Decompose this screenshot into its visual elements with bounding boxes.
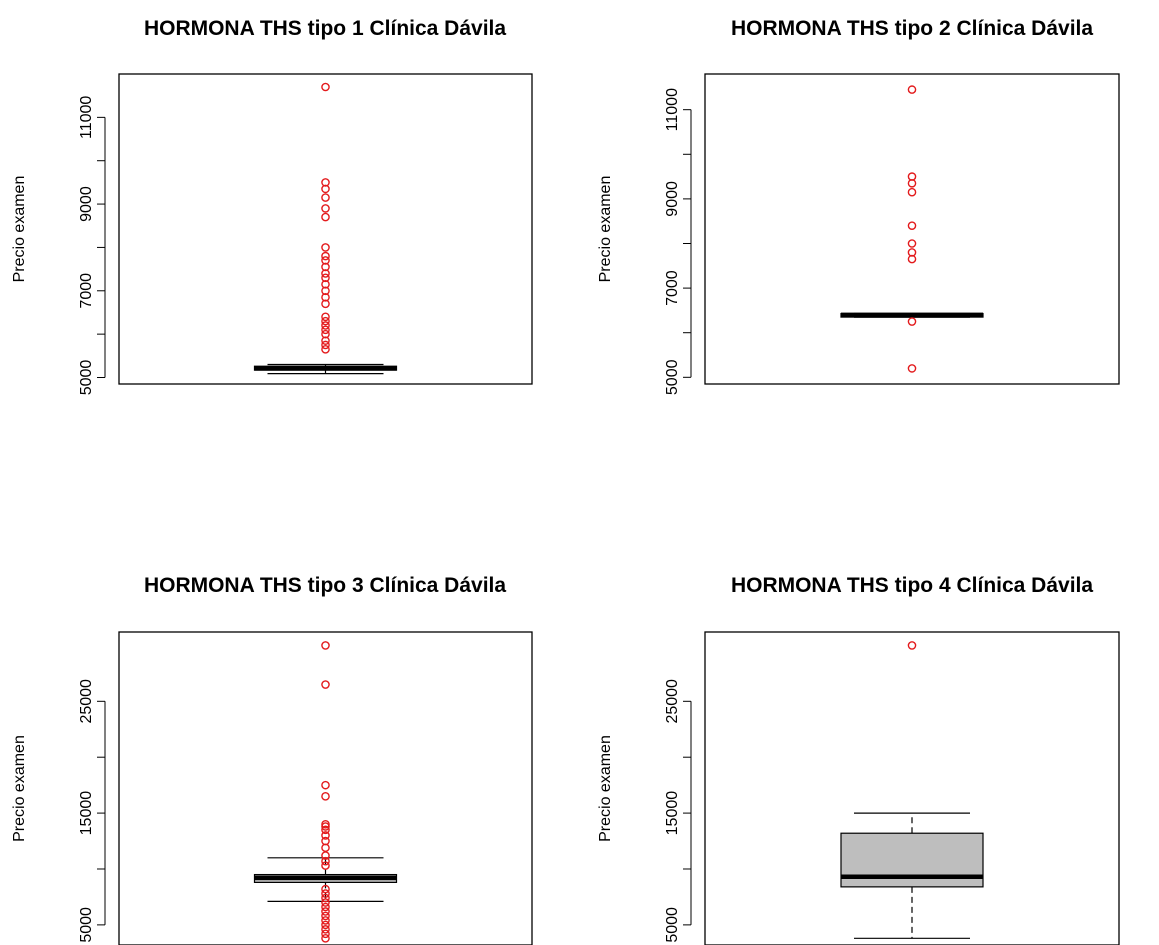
plot-frame: [118, 73, 533, 385]
y-tick-label: 7000: [78, 273, 95, 309]
outlier-point: [321, 916, 330, 925]
outlier-point: [321, 193, 330, 202]
y-axis-label: Precio examen: [11, 176, 28, 283]
outlier-point: [907, 172, 917, 181]
chart-panel-3: HORMONA THS tipo 3 Clínica Dávila Precio …: [11, 574, 533, 945]
outlier-point: [321, 312, 330, 322]
y-axis-label: Precio examen: [11, 735, 28, 842]
outlier-point: [321, 907, 330, 916]
outlier-point: [321, 925, 330, 934]
y-tick-label: 11000: [78, 96, 95, 139]
outlier-point: [907, 317, 917, 326]
outlier-point: [321, 920, 330, 930]
outlier-point: [907, 641, 917, 650]
outlier-point: [907, 364, 917, 373]
outlier-point: [321, 792, 330, 801]
outlier-point: [321, 861, 330, 870]
outlier-point: [321, 256, 330, 265]
y-tick-label: 15000: [78, 791, 95, 836]
outlier-point: [321, 345, 330, 354]
outlier-point: [321, 884, 330, 894]
plot-frame: [704, 631, 1120, 945]
outlier-point: [321, 929, 330, 939]
plot-frame: [118, 631, 533, 945]
outlier-point: [907, 187, 917, 197]
plot-frame: [704, 73, 1120, 385]
y-tick-label: 11000: [664, 88, 681, 131]
outlier-point: [321, 641, 330, 650]
outlier-point: [907, 221, 917, 230]
outlier-point: [321, 893, 330, 903]
outlier-point: [321, 780, 330, 790]
outlier-point: [321, 933, 330, 943]
outlier-point: [321, 82, 330, 92]
chart-title: HORMONA THS tipo 4 Clínica Dávila: [731, 574, 1093, 597]
chart-title: HORMONA THS tipo 3 Clínica Dávila: [144, 574, 506, 597]
outlier-point: [321, 316, 330, 326]
y-axis-label: Precio examen: [597, 735, 614, 842]
outlier-point: [321, 898, 330, 907]
y-tick-label: 5000: [78, 360, 95, 396]
y-axis-label: Precio examen: [597, 176, 614, 283]
outlier-point: [321, 911, 330, 921]
outlier-point: [321, 204, 330, 213]
y-tick-label: 15000: [664, 791, 681, 836]
outlier-point: [321, 212, 330, 222]
y-tick-label: 9000: [78, 186, 95, 222]
outlier-point: [321, 856, 330, 866]
y-tick-label: 25000: [664, 679, 681, 724]
outlier-point: [321, 825, 330, 835]
outlier-point: [321, 178, 330, 187]
chart-panel-2: HORMONA THS tipo 2 Clínica Dávila Precio …: [597, 17, 1120, 395]
outlier-point: [321, 329, 330, 339]
outlier-point: [321, 836, 330, 846]
outlier-point: [321, 680, 330, 689]
outlier-point: [907, 248, 917, 257]
y-tick-label: 25000: [78, 679, 95, 724]
outlier-point: [321, 273, 330, 283]
chart-title: HORMONA THS tipo 1 Clínica Dávila: [144, 17, 506, 40]
y-tick-label: 5000: [664, 907, 681, 943]
outlier-point: [321, 819, 330, 829]
outlier-point: [321, 831, 330, 840]
outlier-point: [907, 239, 917, 248]
y-tick-label: 7000: [664, 270, 681, 306]
outlier-point: [321, 321, 330, 330]
y-tick-label: 9000: [664, 181, 681, 217]
chart-panel-1: HORMONA THS tipo 1 Clínica Dávila Precio …: [11, 17, 533, 396]
chart-panel-4: HORMONA THS tipo 4 Clínica Dávila Precio …: [597, 574, 1120, 945]
outlier-point: [321, 251, 330, 261]
y-tick-label: 5000: [78, 907, 95, 943]
outlier-point: [321, 340, 330, 350]
y-tick-label: 5000: [664, 359, 681, 395]
outlier-point: [321, 243, 330, 252]
outlier-point: [907, 85, 917, 94]
outlier-point: [321, 325, 330, 335]
outlier-point: [321, 889, 330, 898]
chart-title: HORMONA THS tipo 2 Clínica Dávila: [731, 17, 1093, 40]
outlier-point: [321, 902, 330, 912]
